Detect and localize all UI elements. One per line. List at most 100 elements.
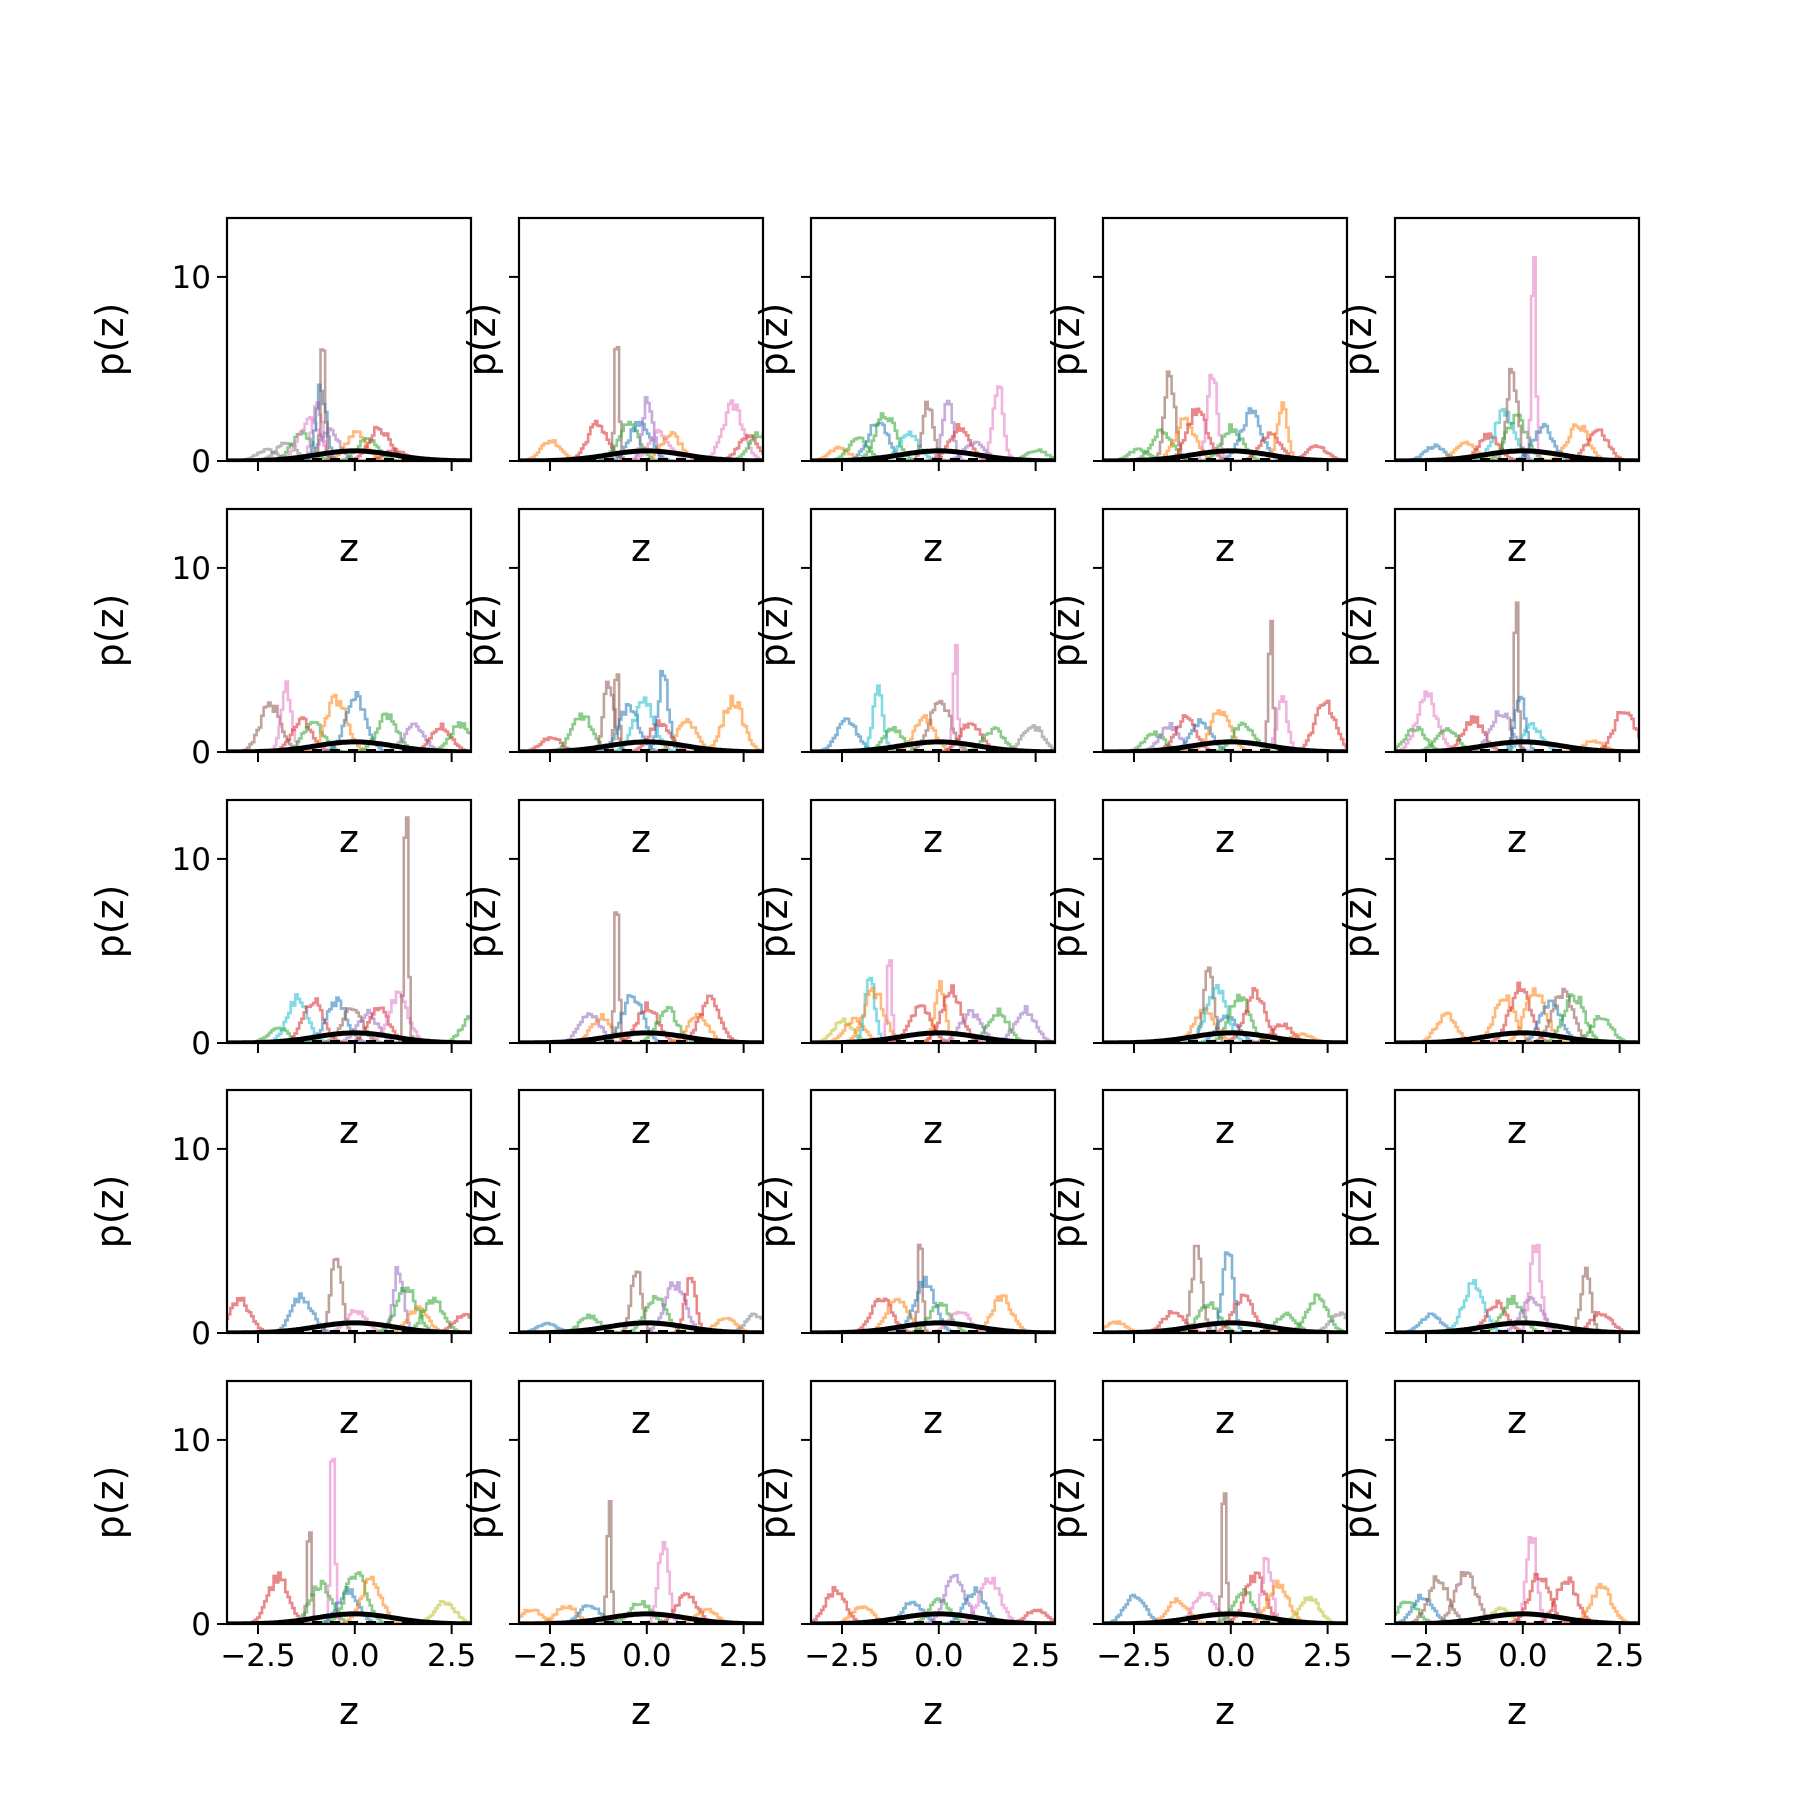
y-axis-label: p(z) [752, 594, 796, 668]
x-axis-label: z [339, 1689, 359, 1733]
axes-frame [517, 1379, 765, 1626]
subplot-3-5: p(z) [1336, 798, 1641, 1053]
axes-frame [225, 507, 473, 754]
x-tick-label: 0.0 [330, 1638, 379, 1674]
axes-frame [517, 1088, 765, 1335]
y-tick-label: 0 [191, 1607, 211, 1643]
y-axis-label: p(z) [88, 885, 132, 959]
axes-frame [1101, 1088, 1349, 1335]
plot-area [519, 345, 763, 461]
y-axis-label: p(z) [752, 303, 796, 377]
series-line [1213, 1492, 1235, 1624]
x-axis-label: z [923, 526, 943, 570]
y-axis-label: p(z) [460, 303, 504, 377]
subplot-3-4: p(z) [1044, 798, 1349, 1053]
plot-area [1103, 370, 1347, 461]
series-line [1493, 987, 1578, 1043]
y-axis-label: p(z) [1044, 885, 1088, 959]
plot-area [1395, 256, 1639, 461]
subplot-4-1: 0 10 p(z) [88, 1088, 473, 1352]
y-axis-label: p(z) [1336, 594, 1380, 668]
subplot-1-3: p(z) [752, 216, 1057, 471]
x-axis-label: z [631, 817, 651, 861]
x-axis-label: z [1507, 526, 1527, 570]
axes-frame [809, 1379, 1057, 1626]
x-axis-label: z [339, 1108, 359, 1152]
series-line [395, 816, 417, 1043]
subplot-3-3: p(z) [752, 798, 1057, 1053]
series-line [1282, 699, 1347, 752]
axes-frame [1393, 1379, 1641, 1626]
x-axis-label: z [1215, 1108, 1235, 1152]
x-tick-label: 2.5 [427, 1638, 476, 1674]
axes-frame [1101, 798, 1349, 1045]
plot-area [811, 959, 1055, 1043]
y-axis-label: p(z) [1044, 303, 1088, 377]
plot-area [811, 1573, 1055, 1624]
series-line [913, 1573, 998, 1624]
y-axis-label: p(z) [88, 1466, 132, 1540]
plot-area [519, 911, 763, 1043]
y-tick-label: 0 [191, 1316, 211, 1352]
x-tick-label: −2.5 [512, 1638, 587, 1674]
plot-area [1103, 1492, 1347, 1624]
x-axis-label: z [1507, 1689, 1527, 1733]
plot-area [811, 643, 1055, 752]
x-tick-label: 0.0 [1498, 1638, 1547, 1674]
x-axis-label: z [1507, 817, 1527, 861]
axes-frame [225, 1088, 473, 1335]
plot-area [811, 385, 1055, 461]
subplot-5-1: −2.5 0.0 2.5 0 10 p(z) [88, 1379, 476, 1674]
x-tick-label: −2.5 [1388, 1638, 1463, 1674]
x-axis-label: z [1215, 1689, 1235, 1733]
x-tick-label: 0.0 [914, 1638, 963, 1674]
x-axis-label: z [631, 1689, 651, 1733]
y-tick-label: 10 [172, 1132, 211, 1168]
y-axis-label: p(z) [1336, 303, 1380, 377]
axes-frame [1101, 507, 1349, 754]
x-axis-label: z [1215, 817, 1235, 861]
y-axis-label: p(z) [1044, 1466, 1088, 1540]
axes-frame [1393, 798, 1641, 1045]
x-axis-label: z [339, 1398, 359, 1442]
x-axis-label: z [1215, 526, 1235, 570]
subplot-5-3: −2.5 0.0 2.5 p(z) [752, 1379, 1060, 1674]
y-axis-label: p(z) [752, 885, 796, 959]
subplot-5-2: −2.5 0.0 2.5 p(z) [460, 1379, 768, 1674]
y-axis-label: p(z) [1044, 1175, 1088, 1249]
subplot-2-3: p(z) [752, 507, 1057, 762]
subplot-2-5: p(z) [1336, 507, 1641, 762]
axes-frame [225, 216, 473, 463]
x-axis-label: z [923, 1689, 943, 1733]
plot-area [1103, 619, 1347, 752]
series-line [228, 701, 313, 752]
axes-frame [517, 798, 765, 1045]
axes-frame [517, 216, 765, 463]
x-axis-label: z [631, 1108, 651, 1152]
series-line [599, 1500, 620, 1624]
subplot-2-4: p(z) [1044, 507, 1349, 762]
y-axis-label: p(z) [88, 1175, 132, 1249]
subplot-3-1: 0 10 p(z) [88, 798, 473, 1062]
subplot-1-2: p(z) [460, 216, 765, 471]
x-axis-label: z [923, 817, 943, 861]
series-line [313, 1571, 398, 1624]
x-axis-label: z [339, 526, 359, 570]
x-tick-label: 2.5 [1595, 1638, 1644, 1674]
subplot-1-5: p(z) [1336, 216, 1641, 471]
y-tick-label: 10 [172, 842, 211, 878]
y-axis-label: p(z) [460, 594, 504, 668]
y-tick-label: 10 [172, 551, 211, 587]
subplot-4-3: p(z) [752, 1088, 1057, 1343]
y-axis-label: p(z) [88, 303, 132, 377]
x-tick-label: 0.0 [1206, 1638, 1255, 1674]
subplot-4-4: p(z) [1044, 1088, 1349, 1343]
subplot-1-1: 0 10 p(z) [88, 216, 473, 480]
plot-area [1395, 981, 1639, 1043]
y-axis-label: p(z) [752, 1466, 796, 1540]
series-line [1261, 619, 1281, 752]
subplot-2-1: 0 10 p(z) [88, 507, 473, 771]
subplot-4-5: p(z) [1336, 1088, 1641, 1343]
plot-area [519, 1500, 763, 1624]
y-axis-label: p(z) [88, 594, 132, 668]
